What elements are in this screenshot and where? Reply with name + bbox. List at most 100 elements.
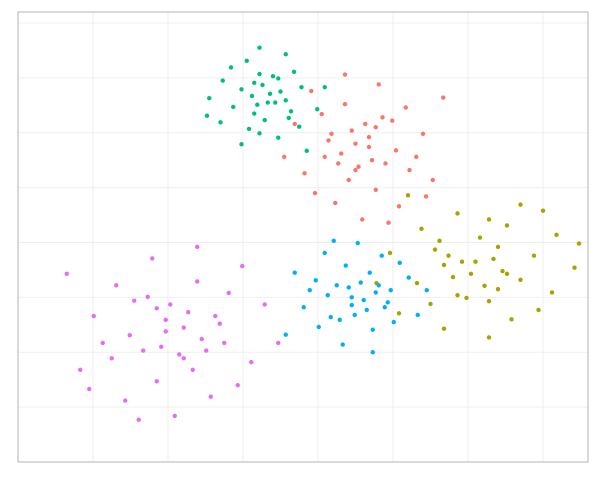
point: [353, 167, 358, 173]
point: [382, 305, 387, 310]
point: [239, 87, 244, 92]
point: [328, 314, 333, 320]
point: [181, 325, 186, 330]
point: [313, 278, 318, 283]
point: [123, 398, 128, 403]
point: [379, 253, 384, 258]
point: [366, 144, 372, 150]
point: [380, 115, 385, 120]
point: [576, 241, 582, 246]
point: [376, 283, 381, 288]
point: [78, 367, 83, 373]
point: [195, 244, 200, 250]
point: [393, 148, 399, 153]
point: [199, 336, 204, 342]
point: [495, 286, 501, 292]
point: [326, 138, 331, 143]
point: [283, 52, 288, 57]
point: [340, 342, 345, 347]
point: [531, 253, 537, 258]
point: [273, 100, 278, 105]
point: [297, 124, 302, 129]
point: [141, 348, 146, 353]
point: [346, 285, 351, 290]
point: [217, 321, 222, 326]
point: [385, 300, 390, 305]
point: [441, 95, 446, 100]
point: [249, 93, 255, 99]
point: [109, 356, 114, 361]
point: [154, 379, 159, 384]
point: [204, 348, 209, 353]
point: [495, 244, 501, 250]
point: [331, 238, 336, 244]
point: [356, 164, 361, 169]
point: [235, 382, 240, 388]
point: [322, 250, 327, 256]
point: [100, 340, 105, 346]
point: [177, 352, 182, 357]
point: [319, 111, 324, 117]
point: [154, 306, 159, 311]
point: [231, 104, 236, 110]
point: [509, 317, 514, 322]
point: [304, 148, 309, 154]
point: [334, 283, 339, 288]
point: [446, 253, 451, 258]
point: [292, 121, 297, 127]
point: [282, 154, 287, 160]
point: [360, 217, 365, 222]
point: [262, 117, 267, 123]
point: [218, 120, 223, 125]
point: [213, 313, 218, 319]
point: [391, 319, 396, 325]
point: [373, 290, 378, 295]
point: [87, 386, 92, 392]
point: [486, 299, 492, 304]
point: [455, 211, 460, 216]
point: [292, 270, 297, 275]
point: [195, 279, 200, 284]
point: [369, 157, 375, 163]
point: [186, 309, 191, 315]
point: [252, 80, 257, 85]
point: [388, 288, 393, 293]
point: [339, 151, 344, 156]
point: [518, 277, 523, 283]
point: [159, 344, 164, 349]
point: [64, 271, 69, 276]
point: [387, 250, 393, 256]
point: [163, 317, 168, 323]
point: [150, 256, 155, 261]
point: [396, 204, 402, 209]
point: [181, 356, 186, 361]
point: [450, 274, 456, 280]
point: [441, 262, 447, 268]
point: [270, 74, 276, 79]
point: [204, 113, 210, 118]
point: [132, 298, 137, 303]
point: [549, 290, 555, 295]
point: [504, 271, 510, 276]
point: [333, 200, 338, 206]
point: [432, 247, 438, 252]
point: [260, 82, 265, 88]
point: [307, 288, 312, 293]
point: [276, 76, 281, 81]
point: [464, 295, 469, 301]
point: [267, 91, 273, 96]
point: [342, 72, 348, 77]
point: [309, 88, 314, 94]
point: [437, 238, 442, 244]
point: [276, 340, 281, 346]
point: [414, 154, 419, 160]
point: [163, 329, 168, 334]
plot-border: [17, 11, 589, 463]
point: [239, 142, 244, 147]
point: [255, 102, 260, 107]
point: [396, 311, 402, 316]
point: [168, 302, 173, 307]
point: [114, 283, 119, 288]
point: [312, 190, 318, 196]
point: [363, 121, 368, 127]
